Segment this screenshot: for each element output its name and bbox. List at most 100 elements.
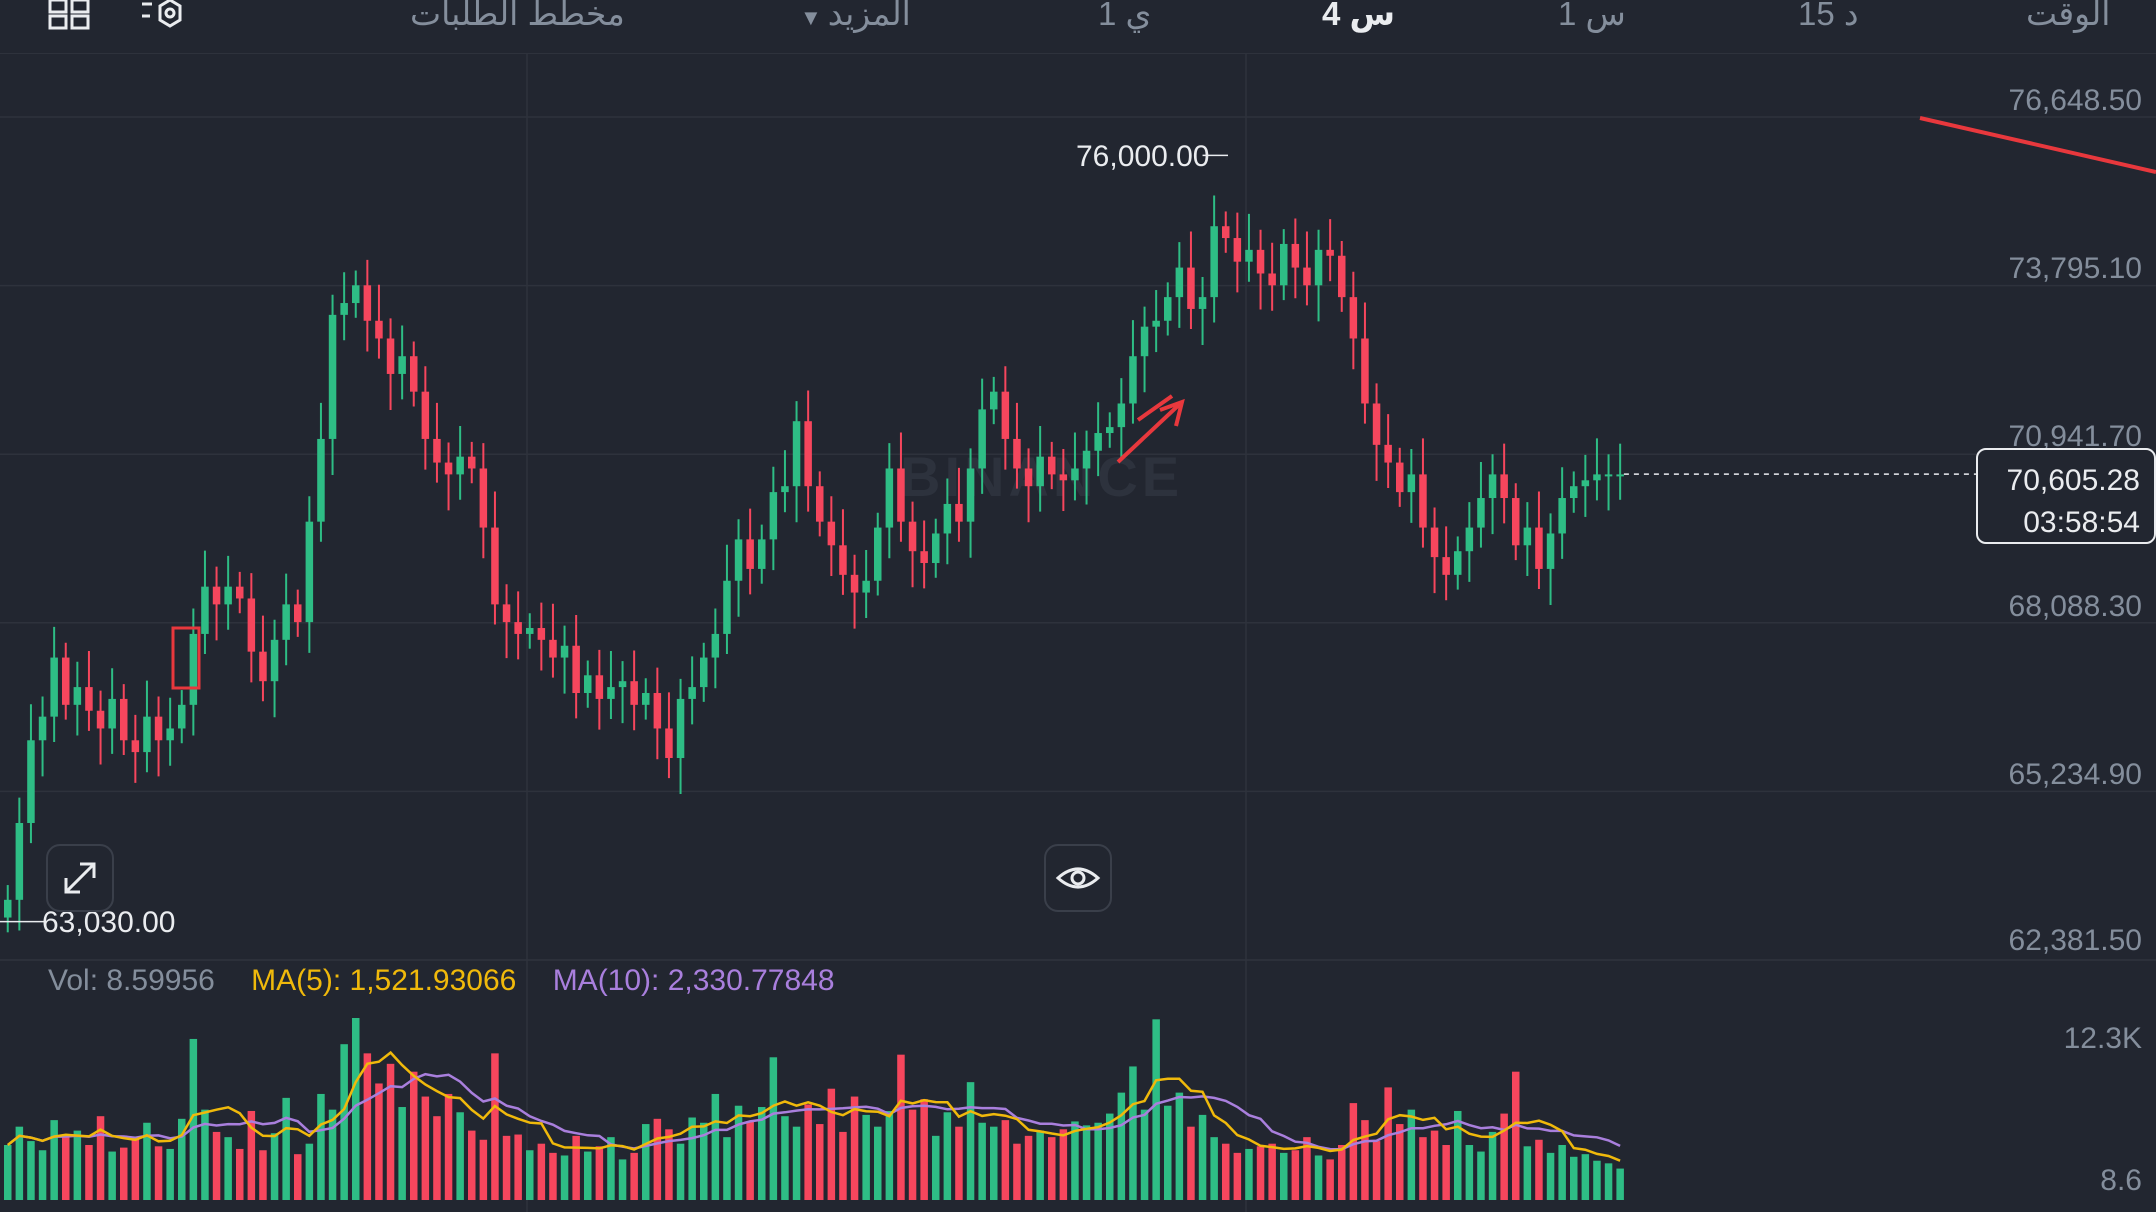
volume-bar [479,1139,488,1200]
candle [804,421,812,487]
ma5-line [7,1050,1621,1162]
candle [1059,474,1068,481]
tab-time[interactable]: الوقت [2026,0,2111,32]
ma10-value: MA(10): 2,330.77848 [552,964,835,997]
volume-bar [1106,1113,1114,1200]
candle [178,704,186,729]
volume-bar [1059,1129,1068,1200]
candle [1222,226,1230,239]
candle [1198,297,1207,309]
caret-down-icon: ▼ [800,5,822,30]
candle [827,521,836,546]
candle [514,622,522,634]
tab-interval-15m[interactable]: 15 د [1798,0,1859,32]
tab-interval-1d[interactable]: 1 ي [1098,0,1152,32]
price-tick-3: 68,088.30 [2008,590,2142,623]
candle [630,681,638,705]
arrow-drawing [1116,394,1185,464]
volume-bar [433,1116,441,1200]
volume-bar [595,1146,604,1200]
volume-bar [189,1038,198,1200]
candle [908,521,917,552]
candle [584,675,592,694]
candle [537,628,546,640]
candle [1326,249,1334,256]
candle [1523,527,1532,546]
volume-bar [502,1135,511,1200]
volume-bar [1477,1151,1485,1200]
candle [444,462,453,475]
candle [990,391,998,410]
candle [73,687,82,705]
volume-bar [352,1018,360,1200]
candle [27,740,35,824]
candle [1048,456,1056,475]
volume-bar [955,1126,963,1200]
candle [1024,468,1033,487]
volume-bar [966,1082,975,1200]
volume-bar [282,1097,290,1200]
candle [746,539,754,569]
price-tick-1: 73,795.10 [2008,252,2142,285]
candle [1280,243,1288,286]
candle [50,657,58,717]
candle [560,645,569,658]
candle [665,728,673,759]
volume-bar [850,1096,859,1200]
candle [1512,498,1520,546]
volume-bar [1616,1168,1624,1200]
eye-icon [1055,867,1101,889]
ma5-value: MA(5): 1,521.93066 [251,964,517,997]
candle [502,604,511,623]
volume-bar [1117,1092,1126,1200]
volume-bar [1094,1122,1102,1200]
volume-bar [131,1138,140,1200]
volume-bar [305,1143,314,1200]
volume-bar [862,1114,870,1200]
candle [120,698,128,741]
expand-button[interactable] [46,844,114,912]
candle [1117,403,1126,428]
indicator-settings-icon[interactable] [138,0,188,34]
volume-bar [1036,1130,1044,1200]
volume-bar [549,1152,557,1200]
candle [549,639,557,658]
candle [1129,356,1137,404]
volume-bar [1303,1137,1311,1200]
volume-bar [120,1147,128,1200]
volume-bar [1291,1150,1300,1200]
volume-tick-max: 12.3K [2063,1022,2142,1055]
tab-more[interactable]: ▼ المزيد [800,0,911,34]
visibility-toggle-button[interactable] [1044,844,1112,912]
tab-interval-1h[interactable]: 1 س [1558,0,1626,32]
candle [734,539,743,581]
candle [1303,267,1311,286]
volume-bar [897,1054,905,1200]
volume-bar [4,1145,12,1200]
volume-bar [96,1116,105,1200]
candle [1036,456,1044,487]
candle [1268,273,1276,286]
candle [421,391,430,439]
tab-depth-chart[interactable]: مخطط الطلبات [410,0,625,32]
volume-bar [62,1135,70,1200]
volume-bar [1442,1145,1450,1200]
tab-interval-4h[interactable]: 4 س [1322,0,1396,32]
layout-grid-icon[interactable] [46,0,96,34]
volume-bar [1593,1160,1601,1200]
volume-bar [1256,1146,1265,1200]
volume-bar [27,1141,35,1200]
candle [38,716,47,741]
volume-bar [468,1130,476,1200]
volume-bar [885,1110,894,1200]
rectangle-drawing [171,626,201,690]
candle [758,539,766,569]
volume-bar [1581,1154,1590,1200]
candle [769,492,778,540]
volume-bar [340,1044,348,1200]
volume-bar [154,1146,163,1200]
volume-bar [908,1109,917,1200]
volume-bar [514,1134,522,1200]
volume-bar [224,1137,232,1200]
